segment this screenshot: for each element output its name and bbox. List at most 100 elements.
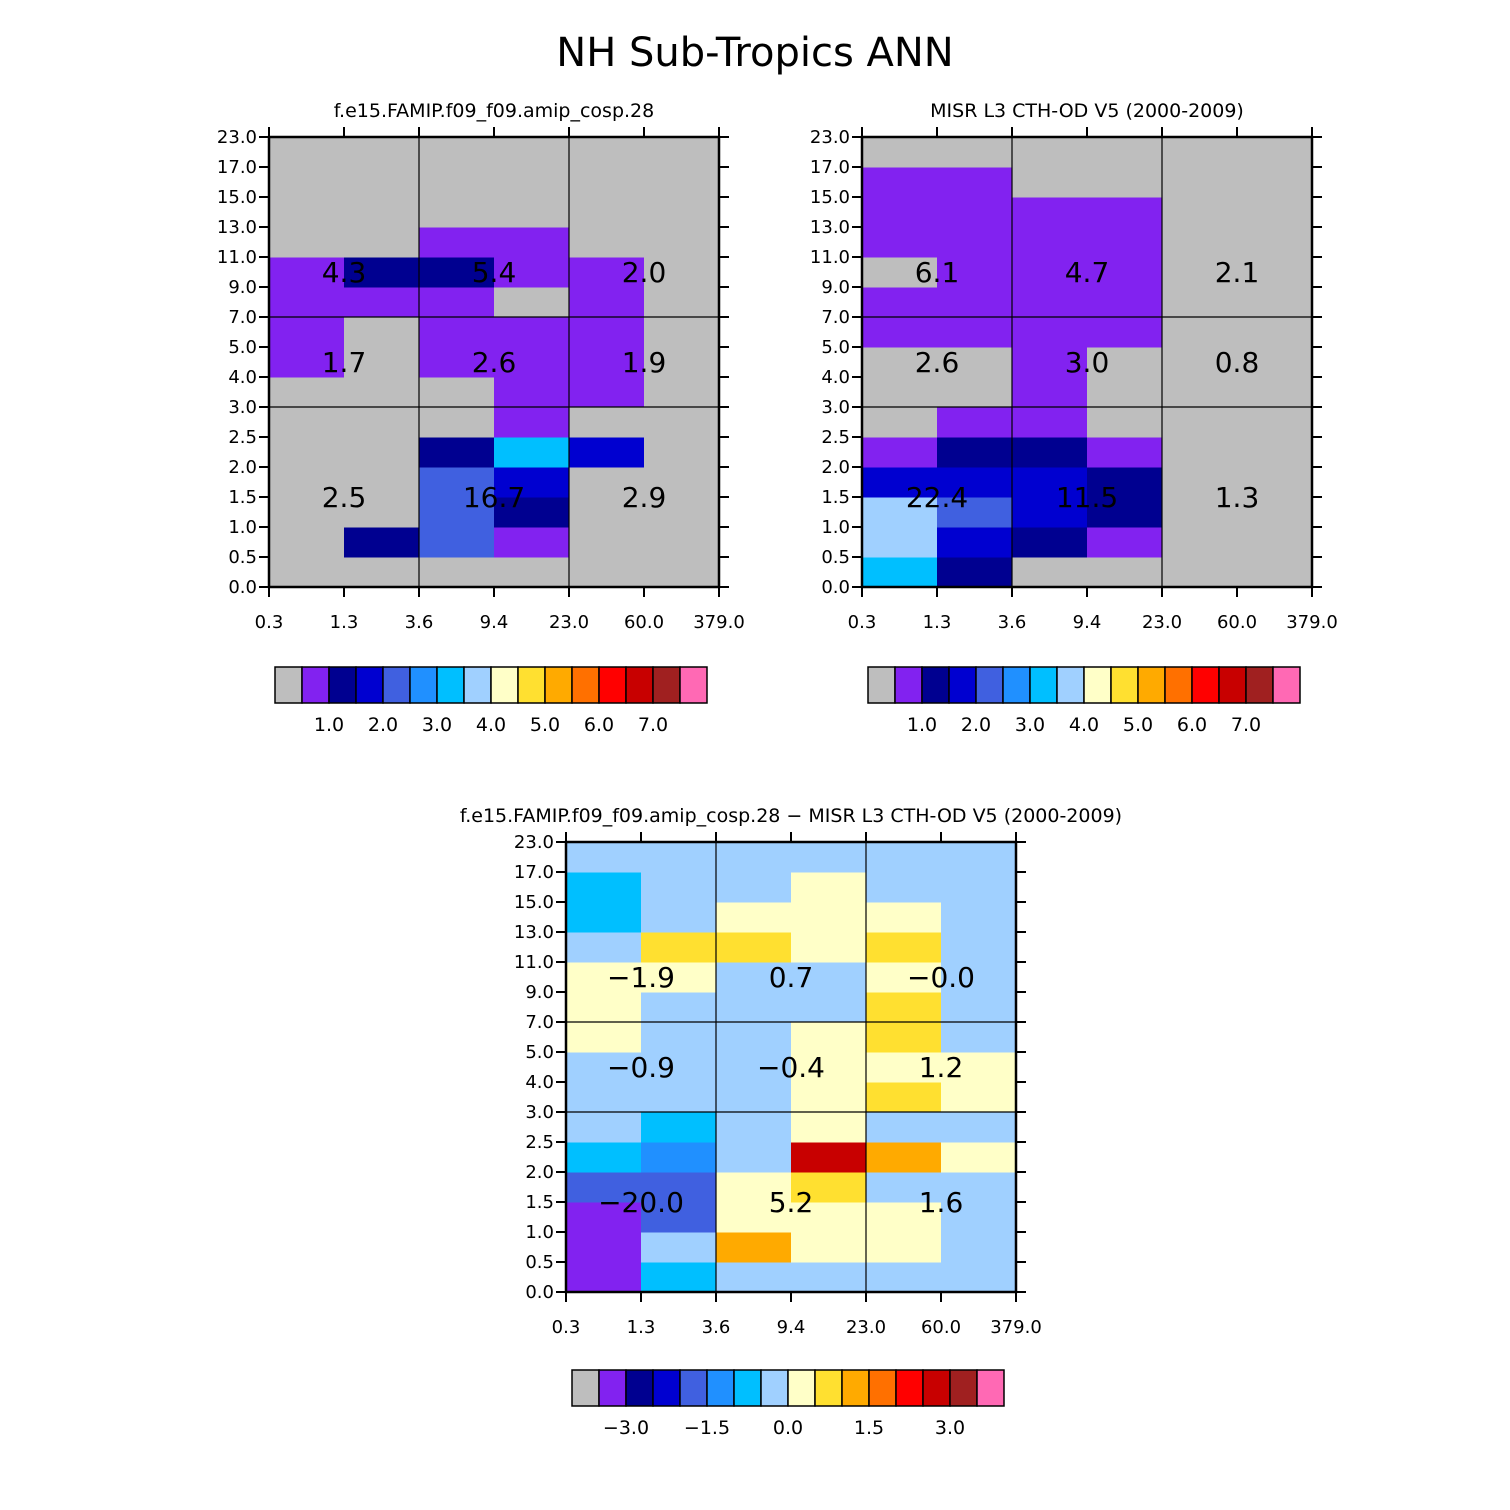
heatmap-cell <box>1237 167 1313 198</box>
heatmap-cell <box>941 1052 1017 1083</box>
heatmap-cell <box>344 437 420 468</box>
heatmap-cell <box>1087 347 1163 378</box>
heatmap-cell <box>494 227 570 258</box>
heatmap-cell <box>569 497 645 528</box>
heatmap-cell <box>569 227 645 258</box>
heatmap-cell <box>1237 557 1313 588</box>
heatmap-cell <box>791 1052 867 1083</box>
colorbar-swatch <box>867 666 896 704</box>
y-tick-label: 17.0 <box>514 862 554 883</box>
y-tick-label: 3.0 <box>228 397 257 418</box>
heatmap-cell <box>1087 377 1163 408</box>
heatmap-cell <box>791 962 867 993</box>
heatmap-cell <box>1162 347 1238 378</box>
heatmap-cell <box>1237 137 1313 168</box>
heatmap-cell <box>566 962 642 993</box>
panel-title: MISR L3 CTH-OD V5 (2000-2009) <box>930 100 1244 122</box>
colorbar-swatch <box>868 1369 897 1407</box>
heatmap-cell <box>1012 347 1088 378</box>
colorbar-swatch <box>679 666 708 704</box>
heatmap-cell <box>941 902 1017 933</box>
heatmap-cell <box>344 317 420 348</box>
colorbar-swatch <box>625 1369 654 1407</box>
heatmap-cell <box>1162 437 1238 468</box>
heatmap-cell <box>1087 197 1163 228</box>
heatmap-cell <box>494 437 570 468</box>
y-tick-label: 0.0 <box>525 1282 554 1303</box>
y-tick-label: 7.0 <box>228 307 257 328</box>
heatmap-cell <box>566 902 642 933</box>
heatmap-cell <box>344 197 420 228</box>
heatmap-cell <box>937 257 1013 288</box>
x-tick-label: 60.0 <box>624 612 664 633</box>
colorbar-tick-label: 5.0 <box>1123 714 1153 736</box>
group-value-label: −0.9 <box>607 1051 675 1084</box>
heatmap-cell <box>716 902 792 933</box>
group-value-label: 1.9 <box>622 346 667 379</box>
heatmap-cell <box>1012 437 1088 468</box>
heatmap-cell <box>494 197 570 228</box>
heatmap-cell <box>1087 527 1163 558</box>
heatmap-cell <box>641 1082 717 1113</box>
colorbar-tick-label: 6.0 <box>1177 714 1207 736</box>
heatmap-cell <box>866 1142 942 1173</box>
colorbar-swatch <box>652 1369 681 1407</box>
group-value-label: 3.0 <box>1065 346 1110 379</box>
group-value-label: 0.7 <box>769 961 814 994</box>
colorbar-tick-label: 1.5 <box>854 1417 884 1439</box>
y-tick-label: 7.0 <box>525 1012 554 1033</box>
heatmap-cell <box>1087 227 1163 258</box>
colorbar-swatch <box>975 666 1004 704</box>
y-tick-label: 0.0 <box>228 577 257 598</box>
heatmap-cell <box>569 527 645 558</box>
heatmap-cell <box>1012 227 1088 258</box>
heatmap-cell <box>1162 467 1238 498</box>
heatmap-cell <box>866 1022 942 1053</box>
colorbar-tick-label: −1.5 <box>684 1417 730 1439</box>
heatmap-cell <box>1162 377 1238 408</box>
group-value-label: 1.6 <box>919 1186 964 1219</box>
heatmap-cell <box>1162 527 1238 558</box>
heatmap-cell <box>1012 497 1088 528</box>
x-tick-label: 1.3 <box>330 612 359 633</box>
heatmap-cell <box>941 932 1017 963</box>
heatmap-cell <box>269 197 345 228</box>
colorbar-swatch <box>436 666 465 704</box>
heatmap-cell <box>566 1022 642 1053</box>
colorbar-swatch <box>1218 666 1247 704</box>
heatmap-cell <box>866 1202 942 1233</box>
y-tick-label: 13.0 <box>514 922 554 943</box>
group-value-label: 22.4 <box>906 481 968 514</box>
colorbar-tick-label: 2.0 <box>961 714 991 736</box>
colorbar-swatch <box>706 1369 735 1407</box>
heatmap-cell <box>269 317 345 348</box>
colorbar-tick-label: 5.0 <box>530 714 560 736</box>
difference-panel: f.e15.FAMIP.f09_f09.amip_cosp.28 − MISR … <box>460 805 1122 1439</box>
heatmap-cell <box>1012 317 1088 348</box>
heatmap-cell <box>866 842 942 873</box>
heatmap-cell <box>419 407 495 438</box>
heatmap-cell <box>862 377 938 408</box>
heatmap-cell <box>1162 317 1238 348</box>
heatmap-cell <box>641 872 717 903</box>
heatmap-cell <box>1162 137 1238 168</box>
y-tick-label: 11.0 <box>810 247 850 268</box>
heatmap-cell <box>569 137 645 168</box>
y-tick-label: 9.0 <box>525 982 554 1003</box>
heatmap-cell <box>862 527 938 558</box>
heatmap-cell <box>566 1172 642 1203</box>
x-tick-label: 0.3 <box>255 612 284 633</box>
colorbar-swatch <box>787 1369 816 1407</box>
heatmap-cell <box>791 1202 867 1233</box>
panel-title: f.e15.FAMIP.f09_f09.amip_cosp.28 − MISR … <box>460 805 1122 827</box>
y-tick-label: 23.0 <box>217 127 257 148</box>
group-value-label: 2.9 <box>622 481 667 514</box>
heatmap-cell <box>641 1142 717 1173</box>
heatmap-cell <box>641 1172 717 1203</box>
heatmap-cell <box>566 842 642 873</box>
y-tick-label: 2.0 <box>821 457 850 478</box>
y-tick-label: 0.5 <box>228 547 257 568</box>
y-tick-label: 3.0 <box>821 397 850 418</box>
colorbar-swatch <box>652 666 681 704</box>
heatmap-cell <box>941 1172 1017 1203</box>
